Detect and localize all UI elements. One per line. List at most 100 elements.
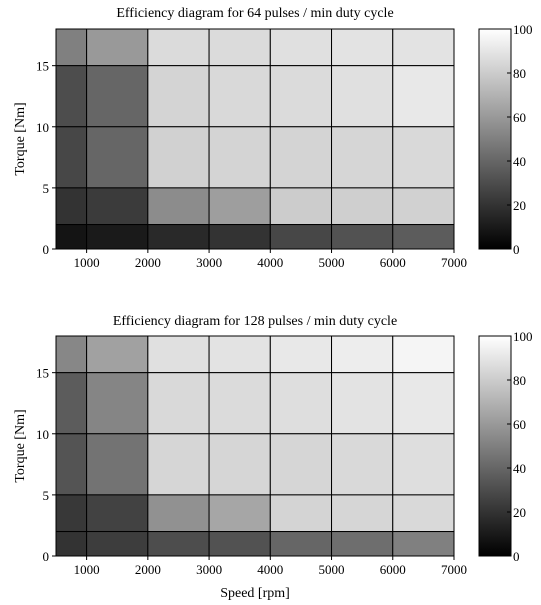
heatmap-cell xyxy=(331,187,394,226)
x-tick-label: 3000 xyxy=(196,562,222,577)
heatmap-cell xyxy=(392,494,455,533)
heatmap-cell xyxy=(86,335,149,374)
heatmap-cell xyxy=(392,372,455,435)
heatmap-cell xyxy=(331,224,394,250)
y-tick-label: 10 xyxy=(36,120,49,135)
heatmap-cell xyxy=(331,372,394,435)
heatmap-cell xyxy=(55,65,88,128)
heatmap-cell xyxy=(208,335,271,374)
heatmap-cell xyxy=(331,126,394,189)
y-tick-label: 15 xyxy=(36,366,49,381)
heatmap-cell xyxy=(55,126,88,189)
x-tick-label: 5000 xyxy=(319,562,345,577)
chart-title: Efficiency diagram for 64 pulses / min d… xyxy=(116,6,393,21)
heatmap-cells xyxy=(55,28,455,250)
heatmap-cell xyxy=(208,531,271,557)
heatmap-cell xyxy=(86,433,149,496)
colorbar-gradient xyxy=(478,335,512,557)
colorbar-tick-label: 80 xyxy=(513,373,526,388)
x-tick-label: 1000 xyxy=(74,255,100,270)
x-tick-label: 6000 xyxy=(380,562,406,577)
heatmap-cell xyxy=(147,126,210,189)
heatmap-cell xyxy=(147,187,210,226)
y-tick-label: 0 xyxy=(43,549,50,564)
colorbar-tick-label: 20 xyxy=(513,505,526,520)
x-tick-label: 4000 xyxy=(257,562,283,577)
heatmap-cell xyxy=(331,335,394,374)
x-axis-ticks: 1000 2000 3000 4000 5000 6000 7000 xyxy=(74,249,467,270)
x-axis-label: Speed [rpm] xyxy=(220,586,290,601)
heatmap-cell xyxy=(208,433,271,496)
heatmap-cell xyxy=(269,433,333,496)
y-axis-label: Torque [Nm] xyxy=(13,409,28,482)
heatmap-cell xyxy=(331,531,394,557)
heatmap-cell xyxy=(86,28,149,67)
colorbar-gradient xyxy=(478,28,512,250)
colorbar: 0 20 40 60 80 100 xyxy=(478,22,533,257)
y-axis-ticks: 0 5 10 15 xyxy=(36,59,56,257)
heatmap-cells xyxy=(55,335,455,557)
heatmap-cell xyxy=(55,494,88,533)
heatmap-cell xyxy=(392,65,455,128)
heatmap-cell xyxy=(208,28,271,67)
colorbar-tick-label: 0 xyxy=(513,549,520,564)
y-tick-label: 0 xyxy=(43,242,50,257)
heatmap-cell xyxy=(147,433,210,496)
heatmap-cell xyxy=(331,494,394,533)
heatmap-cell xyxy=(392,335,455,374)
heatmap-cell xyxy=(269,28,333,67)
heatmap-cell xyxy=(208,65,271,128)
x-tick-label: 4000 xyxy=(257,255,283,270)
heatmap-cell xyxy=(86,531,149,557)
heatmap-cell xyxy=(269,126,333,189)
heatmap-cell xyxy=(86,126,149,189)
y-tick-label: 5 xyxy=(43,181,50,196)
heatmap-cell xyxy=(55,335,88,374)
heatmap-cell xyxy=(147,372,210,435)
x-tick-label: 5000 xyxy=(319,255,345,270)
heatmap-cell xyxy=(55,224,88,250)
heatmap-cell xyxy=(269,224,333,250)
y-axis-ticks: 0 5 10 15 xyxy=(36,366,56,564)
colorbar-tick-label: 40 xyxy=(513,154,526,169)
heatmap-cell xyxy=(392,28,455,67)
heatmap-cell xyxy=(269,372,333,435)
heatmap-cell xyxy=(147,335,210,374)
heatmap-cell xyxy=(55,372,88,435)
x-tick-label: 7000 xyxy=(441,562,467,577)
x-tick-label: 3000 xyxy=(196,255,222,270)
heatmap-cell xyxy=(86,224,149,250)
x-tick-label: 2000 xyxy=(135,562,161,577)
heatmap-cell xyxy=(392,126,455,189)
colorbar-tick-label: 100 xyxy=(513,329,533,344)
y-tick-label: 10 xyxy=(36,427,49,442)
heatmap-cell xyxy=(392,531,455,557)
plot-frame xyxy=(55,28,455,250)
heatmap-cell xyxy=(208,494,271,533)
heatmap-cell xyxy=(208,126,271,189)
heatmap-cell xyxy=(331,433,394,496)
heatmap-cell xyxy=(55,28,88,67)
colorbar: 0 20 40 60 80 100 xyxy=(478,329,533,564)
colorbar-tick-label: 60 xyxy=(513,417,526,432)
heatmap-cell xyxy=(331,28,394,67)
heatmap-cell xyxy=(55,433,88,496)
x-tick-label: 1000 xyxy=(74,562,100,577)
heatmap-cell xyxy=(86,187,149,226)
heatmap-cell xyxy=(147,224,210,250)
heatmap-cell xyxy=(392,224,455,250)
heatmap-cell xyxy=(392,187,455,226)
heatmap-cell xyxy=(269,494,333,533)
heatmap-cell xyxy=(208,187,271,226)
heatmap-cell xyxy=(147,531,210,557)
heatmap-cell xyxy=(269,187,333,226)
y-tick-label: 5 xyxy=(43,488,50,503)
y-axis-label: Torque [Nm] xyxy=(13,102,28,175)
heatmap-cell xyxy=(331,65,394,128)
heatmap-cell xyxy=(86,494,149,533)
chart-title: Efficiency diagram for 128 pulses / min … xyxy=(113,314,397,329)
heatmap-cell xyxy=(147,28,210,67)
x-axis-ticks: 1000 2000 3000 4000 5000 6000 7000 xyxy=(74,556,467,577)
heatmap-cell xyxy=(208,372,271,435)
